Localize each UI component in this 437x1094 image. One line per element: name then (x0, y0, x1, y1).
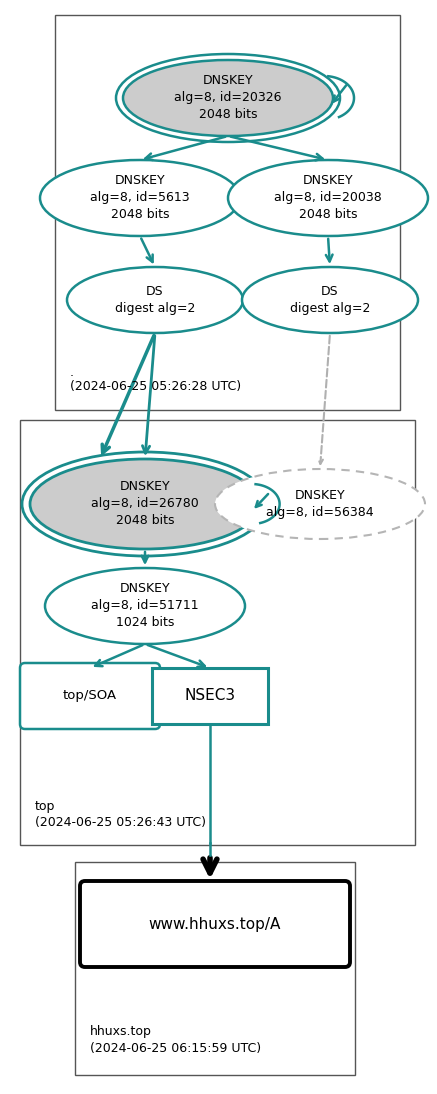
Text: DNSKEY
alg=8, id=26780
2048 bits: DNSKEY alg=8, id=26780 2048 bits (91, 480, 199, 527)
Ellipse shape (123, 60, 333, 136)
Text: (2024-06-25 06:15:59 UTC): (2024-06-25 06:15:59 UTC) (90, 1041, 261, 1055)
Text: DNSKEY
alg=8, id=20038
2048 bits: DNSKEY alg=8, id=20038 2048 bits (274, 175, 382, 221)
Ellipse shape (242, 267, 418, 333)
Text: DNSKEY
alg=8, id=5613
2048 bits: DNSKEY alg=8, id=5613 2048 bits (90, 175, 190, 221)
Text: (2024-06-25 05:26:28 UTC): (2024-06-25 05:26:28 UTC) (70, 380, 241, 393)
Text: DNSKEY
alg=8, id=51711
1024 bits: DNSKEY alg=8, id=51711 1024 bits (91, 582, 199, 629)
Text: DS
digest alg=2: DS digest alg=2 (290, 286, 370, 315)
Bar (55, 15, 400, 410)
Text: .: . (70, 366, 74, 379)
Text: hhuxs.top: hhuxs.top (90, 1025, 152, 1038)
Ellipse shape (228, 160, 428, 236)
Text: (2024-06-25 05:26:43 UTC): (2024-06-25 05:26:43 UTC) (35, 816, 206, 829)
Text: top: top (35, 800, 55, 813)
Bar (20, 420, 415, 845)
Ellipse shape (30, 459, 260, 549)
Text: DNSKEY
alg=8, id=56384: DNSKEY alg=8, id=56384 (266, 489, 374, 519)
Ellipse shape (215, 469, 425, 539)
Ellipse shape (67, 267, 243, 333)
FancyBboxPatch shape (80, 881, 350, 967)
Bar (152, 668, 268, 724)
Ellipse shape (45, 568, 245, 644)
Text: top/SOA: top/SOA (63, 689, 117, 702)
Ellipse shape (40, 160, 240, 236)
Text: DS
digest alg=2: DS digest alg=2 (115, 286, 195, 315)
Text: www.hhuxs.top/A: www.hhuxs.top/A (149, 917, 281, 931)
Text: NSEC3: NSEC3 (184, 688, 236, 703)
FancyBboxPatch shape (20, 663, 160, 729)
Text: DNSKEY
alg=8, id=20326
2048 bits: DNSKEY alg=8, id=20326 2048 bits (174, 74, 282, 121)
Bar (75, 862, 355, 1075)
